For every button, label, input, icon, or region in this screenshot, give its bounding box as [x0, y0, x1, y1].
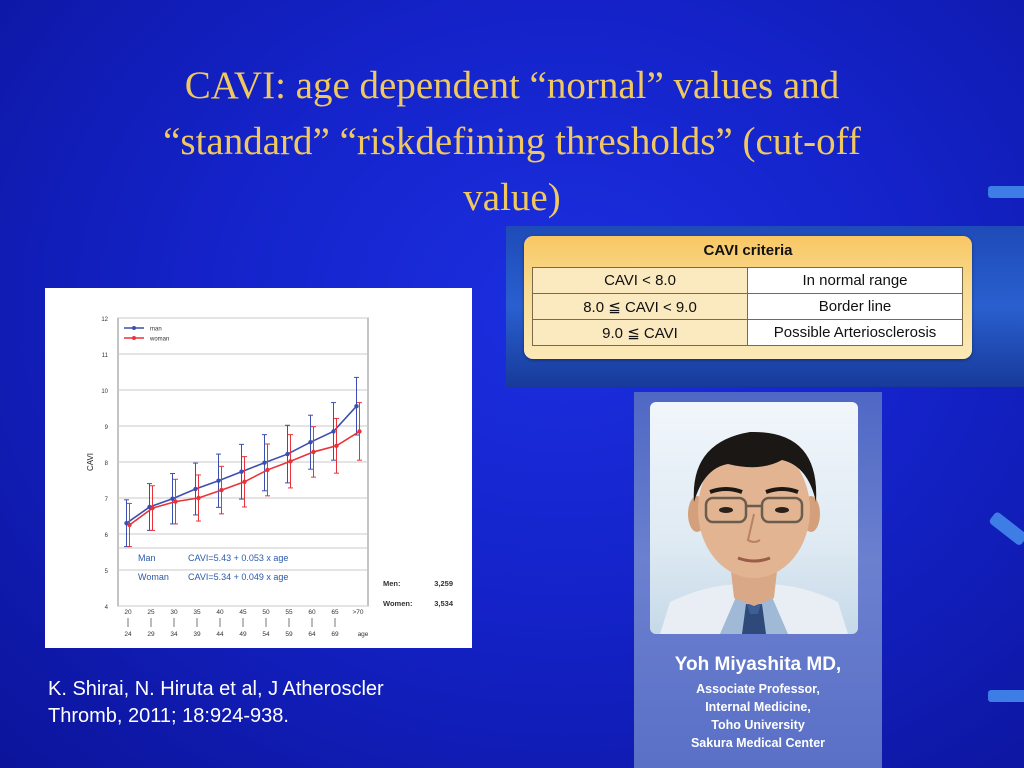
data-point-woman: [219, 487, 224, 493]
x-tick-label: 29: [147, 631, 155, 638]
criteria-label: Border line: [747, 293, 963, 320]
criteria-condition: 8.0 ≦ CAVI < 9.0: [532, 293, 748, 320]
data-point-woman: [196, 495, 201, 501]
y-tick-label: 10: [101, 389, 108, 395]
slide-title: CAVI: age dependent “nornal” values and …: [60, 58, 964, 226]
y-tick-label: 12: [101, 317, 108, 323]
x-tick-label: 59: [285, 631, 293, 638]
data-point-woman: [150, 505, 155, 511]
x-tick-label: 69: [331, 631, 339, 638]
woman-label: Woman: [138, 572, 169, 582]
title-line-2: “standard” “riskdefining thresholds” (cu…: [163, 120, 861, 163]
x-tick-label: >70: [352, 609, 363, 616]
criteria-table: CAVI < 8.0 In normal range 8.0 ≦ CAVI < …: [532, 267, 963, 346]
author-role-3: Toho University: [711, 718, 805, 732]
legend-label: woman: [149, 337, 169, 343]
decor-bar-top: [988, 186, 1024, 198]
x-tick-label: 55: [285, 609, 293, 616]
author-role-2: Internal Medicine,: [705, 700, 811, 714]
criteria-condition: 9.0 ≦ CAVI: [532, 319, 748, 346]
woman-formula: CAVI=5.34 + 0.049 x age: [188, 572, 288, 582]
x-tick-label: 54: [262, 631, 270, 638]
data-point-woman: [334, 443, 339, 448]
author-role-4: Sakura Medical Center: [690, 736, 826, 750]
author-role-1: Associate Professor,: [696, 682, 820, 696]
data-point-man: [331, 429, 336, 434]
data-point-man: [285, 451, 290, 457]
x-tick-label: 60: [308, 609, 316, 616]
men-count: 3,259: [434, 579, 453, 588]
data-point-woman: [311, 449, 316, 455]
criteria-row: 9.0 ≦ CAVI Possible Arteriosclerosis: [532, 319, 963, 346]
x-tick-label: 39: [193, 631, 201, 638]
chart-svg: 456789101112CAVI202425293034353940444549…: [86, 317, 454, 638]
man-label: Man: [138, 553, 156, 563]
x-tick-label: 40: [216, 609, 224, 616]
y-tick-label: 9: [105, 425, 109, 431]
y-tick-label: 8: [105, 461, 109, 467]
citation-line-2: Thromb, 2011; 18:924-938.: [48, 705, 289, 727]
cavi-age-chart: 4 5 6 7 8 9 10 11 12 CAVI 20 24 25 29 30 34 35 39 40 44 45 49…: [45, 288, 472, 648]
criteria-title: CAVI criteria: [703, 242, 793, 259]
citation-line-1: K. Shirai, N. Hiruta et al, J Atheroscle…: [48, 678, 384, 700]
data-point-man: [239, 469, 244, 474]
author-card: Yoh Miyashita MD, Associate Professor, I…: [634, 392, 882, 768]
x-tick-label: 20: [124, 609, 132, 616]
x-tick-label: 24: [124, 631, 132, 638]
citation: K. Shirai, N. Hiruta et al, J Atheroscle…: [48, 676, 508, 730]
data-point-woman: [265, 467, 270, 473]
data-point-woman: [242, 479, 247, 484]
x-tick-label: 50: [262, 609, 270, 616]
legend-marker: [132, 326, 136, 330]
author-photo: [650, 402, 858, 634]
title-line-1: CAVI: age dependent “nornal” values and: [184, 64, 840, 107]
y-tick-label: 4: [105, 605, 109, 611]
y-tick-label: 11: [102, 353, 109, 359]
criteria-row: 8.0 ≦ CAVI < 9.0 Border line: [532, 293, 963, 320]
y-tick-label: 5: [105, 569, 109, 575]
data-point-woman: [173, 499, 178, 504]
data-point-man: [308, 440, 313, 445]
data-point-man: [262, 460, 267, 465]
criteria-label: In normal range: [747, 267, 963, 294]
criteria-panel: CAVI criteria CAVI < 8.0 In normal range…: [506, 226, 1024, 387]
title-line-3: value): [463, 176, 561, 219]
women-count-label: Women:: [383, 599, 412, 608]
x-tick-label: 25: [147, 609, 155, 616]
y-tick-label: 7: [105, 497, 109, 503]
decor-bar-bottom: [988, 690, 1024, 702]
man-formula: CAVI=5.43 + 0.053 x age: [188, 553, 288, 563]
data-point-man: [193, 486, 198, 492]
y-tick-label: 6: [105, 533, 109, 539]
x-tick-label: 30: [170, 609, 178, 616]
criteria-condition: CAVI < 8.0: [532, 267, 748, 294]
women-count: 3,534: [434, 599, 454, 608]
x-tick-label: 65: [331, 609, 339, 616]
criteria-card: CAVI criteria CAVI < 8.0 In normal range…: [524, 236, 972, 359]
legend-marker: [132, 336, 136, 340]
data-point-woman: [357, 429, 362, 434]
x-tick-label: 34: [170, 631, 178, 638]
men-count-label: Men:: [383, 579, 401, 588]
decor-bar-mid: [988, 510, 1024, 547]
portrait-illustration: [660, 431, 848, 634]
x-tick-label: 44: [216, 631, 224, 638]
data-point-woman: [288, 459, 293, 464]
legend-label: man: [150, 327, 162, 333]
x-tick-label: 49: [239, 631, 247, 638]
author-name: Yoh Miyashita MD,: [674, 654, 842, 675]
y-axis-label: CAVI: [86, 453, 95, 471]
criteria-row: CAVI < 8.0 In normal range: [532, 267, 963, 294]
x-tick-label: 64: [308, 631, 316, 638]
data-point-man: [216, 478, 221, 483]
x-tick-label: 45: [239, 609, 247, 616]
data-point-man: [354, 404, 359, 409]
criteria-label: Possible Arteriosclerosis: [747, 319, 963, 346]
x-tick-label: 35: [193, 609, 201, 616]
x-axis-label: age: [358, 631, 369, 638]
data-point-woman: [127, 522, 132, 528]
data-point-man: [170, 496, 175, 501]
